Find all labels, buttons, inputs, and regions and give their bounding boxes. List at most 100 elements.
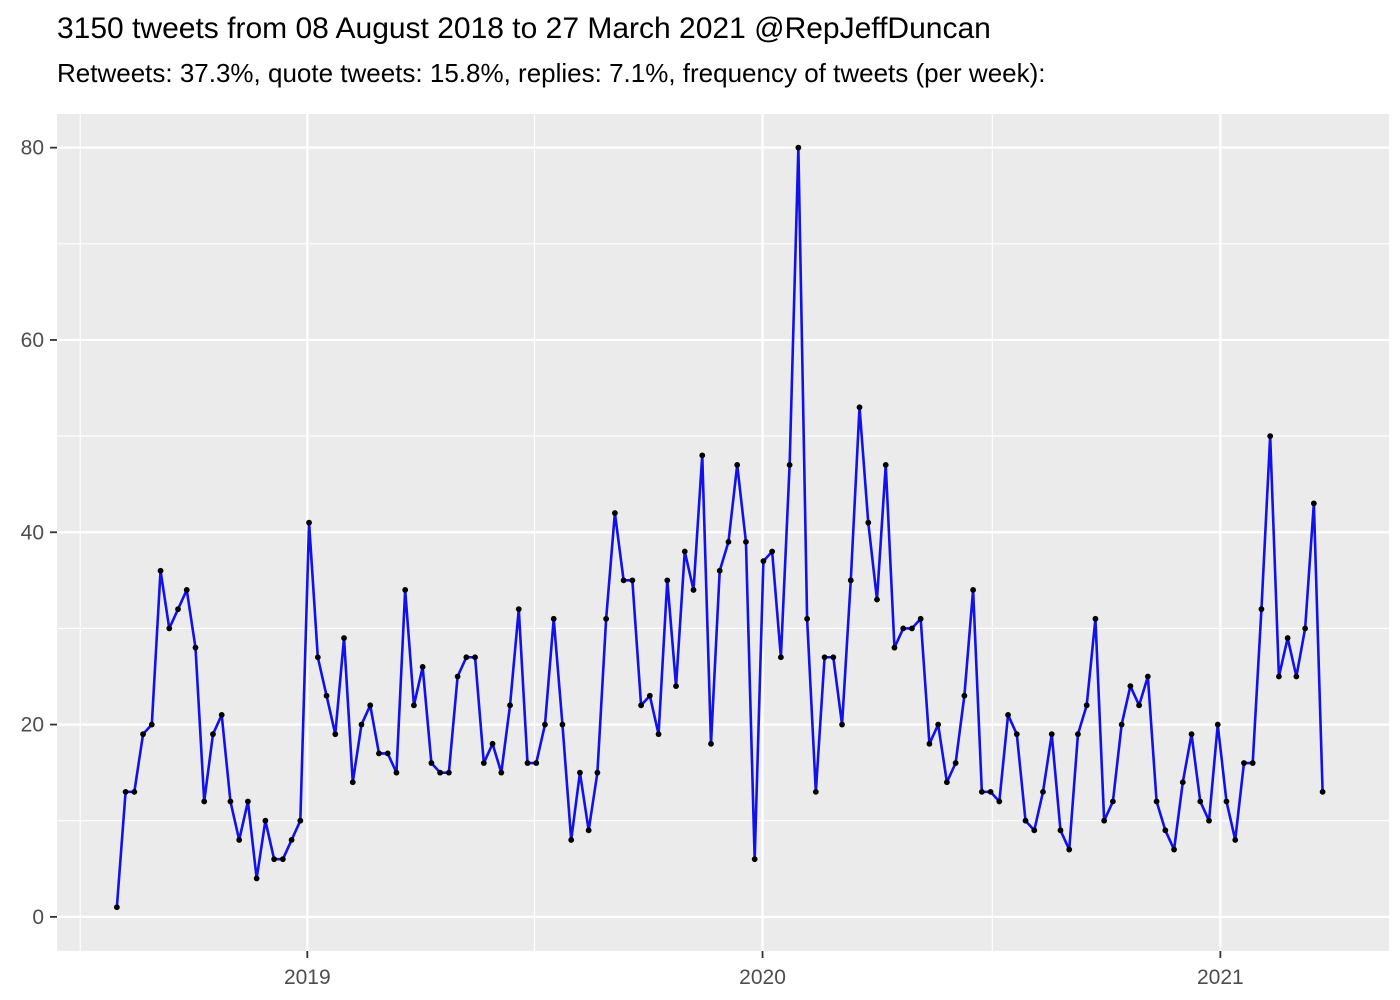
chart-subtitle: Retweets: 37.3%, quote tweets: 15.8%, re… — [57, 58, 1046, 88]
data-point — [961, 692, 968, 699]
y-axis-tick-label: 60 — [21, 329, 44, 352]
data-point — [1075, 731, 1081, 738]
data-point — [1171, 846, 1177, 853]
data-point — [122, 788, 129, 795]
data-point — [585, 827, 592, 834]
data-point — [769, 548, 776, 555]
data-point — [716, 567, 723, 574]
data-point — [463, 654, 470, 661]
data-point — [1258, 606, 1265, 613]
data-point — [1267, 433, 1274, 440]
data-point — [1319, 788, 1326, 795]
data-point — [341, 635, 347, 641]
data-point — [655, 731, 662, 738]
data-point — [786, 462, 793, 468]
data-point — [1223, 798, 1230, 805]
data-point — [297, 817, 304, 824]
data-point — [175, 606, 181, 613]
data-point — [1022, 817, 1029, 824]
data-point — [253, 875, 260, 882]
data-point — [987, 788, 994, 795]
data-point — [909, 625, 915, 632]
data-point — [1214, 721, 1221, 728]
data-point — [1110, 798, 1116, 805]
data-point — [210, 731, 216, 738]
y-axis-tick-label: 20 — [21, 714, 44, 737]
data-point — [673, 683, 679, 689]
data-point — [795, 144, 802, 151]
data-point — [236, 837, 243, 843]
data-point — [131, 788, 138, 795]
data-point — [1040, 788, 1046, 795]
data-point — [978, 788, 985, 795]
x-axis-tick-label: 2020 — [739, 966, 786, 989]
data-point — [1232, 837, 1239, 843]
data-point — [271, 856, 278, 863]
data-point — [1197, 798, 1204, 805]
data-point — [201, 798, 208, 805]
data-point — [603, 615, 610, 622]
data-point — [1276, 673, 1282, 680]
data-point — [1179, 779, 1186, 786]
data-point — [1249, 760, 1256, 766]
data-point — [1005, 712, 1011, 718]
data-point — [620, 577, 627, 584]
data-point — [1127, 683, 1134, 689]
data-point — [891, 644, 898, 651]
data-point — [245, 798, 251, 805]
data-point — [524, 760, 531, 766]
data-point — [996, 798, 1003, 805]
data-point — [1101, 817, 1108, 824]
data-point — [1153, 798, 1160, 805]
data-point — [533, 760, 540, 766]
data-point — [1241, 760, 1247, 766]
data-point — [629, 577, 636, 584]
data-point — [847, 577, 854, 584]
chart-title: 3150 tweets from 08 August 2018 to 27 Ma… — [57, 12, 991, 45]
data-point — [358, 721, 365, 728]
data-point — [314, 654, 321, 661]
data-point — [917, 615, 924, 622]
data-point — [751, 856, 758, 863]
data-point — [1118, 721, 1125, 728]
data-point — [1057, 827, 1064, 834]
data-point — [943, 779, 950, 786]
data-point — [1162, 827, 1169, 834]
data-point — [498, 769, 505, 776]
data-point — [472, 654, 478, 661]
data-point — [1092, 615, 1099, 622]
data-point — [690, 587, 697, 593]
data-point — [1048, 731, 1055, 738]
data-point — [935, 721, 942, 728]
data-point — [594, 769, 601, 776]
data-point — [1284, 635, 1291, 641]
data-point — [1083, 702, 1090, 709]
data-point — [804, 615, 810, 622]
data-point — [489, 740, 496, 747]
data-point — [743, 538, 749, 545]
data-point — [323, 692, 330, 699]
data-point — [664, 577, 671, 584]
data-point — [856, 404, 863, 411]
data-point — [1136, 702, 1143, 709]
data-point — [140, 731, 146, 738]
data-point — [882, 462, 889, 468]
data-point — [183, 587, 190, 593]
data-point — [402, 587, 409, 593]
data-point — [821, 654, 828, 661]
data-point — [638, 702, 644, 709]
data-point — [611, 510, 618, 516]
data-point — [839, 721, 845, 728]
data-point — [865, 519, 872, 526]
data-point — [192, 644, 199, 651]
data-point — [812, 788, 819, 795]
data-point — [725, 538, 732, 545]
x-axis-tick-label: 2021 — [1197, 966, 1244, 989]
data-point — [148, 721, 155, 728]
data-point — [646, 692, 653, 699]
y-axis-tick-label: 80 — [21, 137, 44, 160]
data-point — [1206, 817, 1212, 824]
data-point — [515, 606, 522, 613]
data-point — [279, 856, 286, 863]
